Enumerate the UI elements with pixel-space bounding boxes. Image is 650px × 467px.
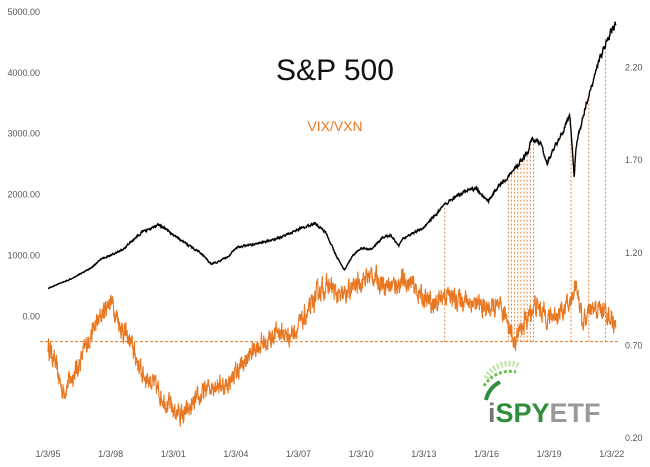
y-right-tick-label: 0.20 <box>625 433 643 443</box>
y-left-tick-label: 4000.00 <box>7 68 40 78</box>
x-axis: 1/3/95 1/3/98 1/3/01 1/3/04 1/3/07 1/3/10 1/3/… <box>35 449 624 459</box>
x-tick-label: 1/3/13 <box>411 449 436 459</box>
left-axis: 0.00 1000.00 2000.00 3000.00 4000.00 5000.00 <box>7 7 40 321</box>
y-left-tick-label: 2000.00 <box>7 190 40 200</box>
y-left-tick-label: 1000.00 <box>7 250 40 260</box>
logo-spy: SPY <box>496 398 550 428</box>
logo-swoosh-icon <box>482 360 522 401</box>
series-line-sp500 <box>47 21 617 290</box>
signal-lines <box>444 44 606 342</box>
x-tick-label: 1/3/04 <box>223 449 248 459</box>
y-left-tick-label: 5000.00 <box>7 7 40 17</box>
y-right-tick-label: 2.20 <box>625 63 643 73</box>
x-tick-label: 1/3/01 <box>161 449 186 459</box>
ispyetf-logo: iSPYETF <box>482 360 601 428</box>
y-right-tick-label: 1.70 <box>625 155 643 165</box>
x-tick-label: 1/3/22 <box>599 449 624 459</box>
x-tick-label: 1/3/19 <box>537 449 562 459</box>
series-line-vix-vxn <box>47 264 617 427</box>
chart-subtitle: VIX/VXN <box>307 118 362 134</box>
logo-i: i <box>488 398 496 428</box>
x-tick-label: 1/3/07 <box>286 449 311 459</box>
x-tick-label: 1/3/10 <box>349 449 374 459</box>
x-tick-label: 1/3/95 <box>35 449 60 459</box>
right-axis: 0.20 0.70 1.20 1.70 2.20 <box>625 63 643 443</box>
chart-title: S&P 500 <box>276 54 394 87</box>
logo-etf: ETF <box>550 398 601 428</box>
x-tick-label: 1/3/98 <box>98 449 123 459</box>
logo-wordmark: iSPYETF <box>488 398 601 428</box>
y-right-tick-label: 0.70 <box>625 340 643 350</box>
y-right-tick-label: 1.20 <box>625 248 643 258</box>
y-left-tick-label: 0.00 <box>22 311 40 321</box>
x-tick-label: 1/3/16 <box>474 449 499 459</box>
y-left-tick-label: 3000.00 <box>7 129 40 139</box>
